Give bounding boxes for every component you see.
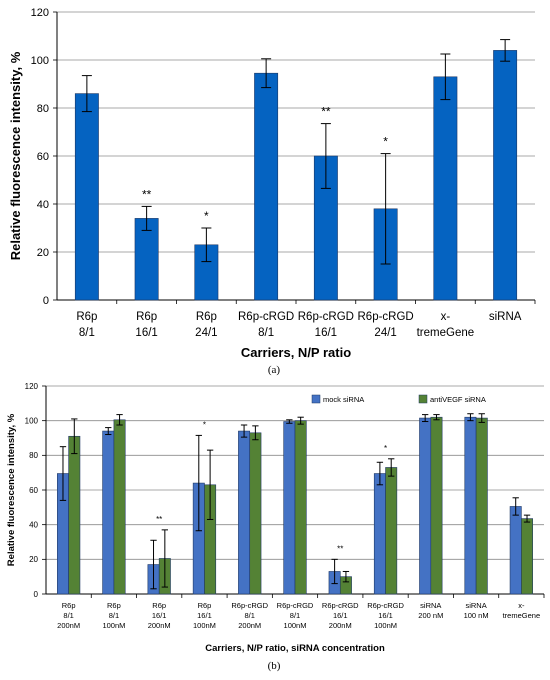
y-tick-label: 20 [37, 247, 49, 259]
bar [419, 417, 432, 595]
x-tick-label: x- [518, 601, 525, 610]
significance-marker: ** [337, 544, 343, 553]
x-tick-label: 24/1 [195, 327, 217, 339]
x-tick-label: R6p [196, 311, 217, 323]
x-tick-label: 100nM [193, 621, 216, 630]
x-tick-label: tremeGene [417, 327, 475, 339]
bar [294, 420, 307, 595]
bar [249, 432, 262, 595]
y-tick-label: 0 [34, 590, 39, 599]
bar [433, 76, 458, 301]
y-tick-label: 100 [31, 55, 49, 67]
bar [238, 430, 251, 595]
x-tick-label: 24/1 [374, 327, 396, 339]
y-tick-label: 80 [37, 103, 49, 115]
y-tick-label: 60 [29, 486, 38, 495]
x-tick-label: 16/1 [152, 611, 167, 620]
bar [464, 416, 477, 595]
bar [475, 417, 488, 595]
bar [373, 473, 386, 595]
significance-marker: ** [142, 187, 152, 201]
legend-swatch [418, 394, 428, 404]
x-tick-label: R6p [107, 601, 121, 610]
x-tick-label: 100nM [374, 621, 397, 630]
y-tick-label: 40 [37, 199, 49, 211]
x-tick-label: R6p-cRGD [298, 311, 354, 323]
x-tick-label: siRNA [420, 601, 441, 610]
bar [521, 518, 533, 595]
significance-marker: * [384, 444, 387, 453]
significance-marker: ** [321, 105, 331, 119]
y-tick-label: 0 [43, 295, 49, 307]
x-tick-label: siRNA [489, 311, 522, 323]
x-tick-label: R6p [198, 601, 212, 610]
x-tick-label: 8/1 [258, 327, 274, 339]
x-tick-label: R6p-cRGD [231, 601, 268, 610]
x-tick-label: x- [441, 311, 451, 323]
x-tick-label: R6p [152, 601, 166, 610]
y-tick-label: 120 [31, 7, 49, 19]
x-tick-label: 8/1 [290, 611, 300, 620]
bar [74, 93, 99, 301]
x-tick-label: R6p [76, 311, 97, 323]
bar [254, 72, 279, 301]
bar [493, 50, 518, 301]
bar [113, 419, 126, 595]
legend-label: mock siRNA [323, 395, 364, 404]
x-tick-label: R6p [62, 601, 76, 610]
x-tick-label: tremeGene [503, 611, 541, 620]
x-tick-label: 16/1 [135, 327, 157, 339]
x-tick-label: R6p-cRGD [322, 601, 359, 610]
x-tick-label: 16/1 [378, 611, 393, 620]
bar [430, 416, 443, 595]
panel-a-chart: 0 20 40 60 80 100 120 R6p 8/1 ** R6p 16/1 * R6p 24/1 R6… [8, 7, 536, 360]
x-tick-label: 200nM [57, 621, 80, 630]
bar [385, 467, 398, 595]
x-tick-label: 16/1 [197, 611, 212, 620]
x-tick-label: 100nM [102, 621, 125, 630]
legend-label: antiVEGF siRNA [430, 395, 486, 404]
y-axis-title: Relative fluorescence intensity, % [6, 413, 17, 566]
y-tick-label: 80 [29, 451, 38, 460]
x-axis-title: Carriers, N/P ratio [241, 345, 351, 360]
x-tick-label: 200nM [329, 621, 352, 630]
significance-marker: * [204, 209, 209, 223]
y-tick-label: 120 [25, 382, 39, 391]
x-tick-label: 8/1 [245, 611, 255, 620]
x-tick-label: 8/1 [79, 327, 95, 339]
bar [283, 421, 296, 595]
x-tick-label: 8/1 [109, 611, 119, 620]
x-tick-label: 8/1 [63, 611, 73, 620]
x-tick-label: 16/1 [315, 327, 337, 339]
x-axis-title: Carriers, N/P ratio, siRNA concentration [205, 643, 385, 654]
x-tick-label: R6p-cRGD [277, 601, 314, 610]
caption-a: (a) [268, 364, 281, 376]
x-tick-label: 200 nM [418, 611, 443, 620]
x-tick-label: 100nM [284, 621, 307, 630]
y-tick-label: 60 [37, 151, 49, 163]
bar [102, 430, 115, 595]
bar [68, 435, 81, 595]
caption-b: (b) [268, 660, 281, 672]
y-axis-title: Relative fluorescence intensity, % [8, 51, 23, 260]
x-tick-label: R6p-cRGD [367, 601, 404, 610]
panel-b-chart: 020406080100120R6p8/1200nMR6p8/1100nM**R… [6, 382, 545, 654]
bar [509, 506, 522, 595]
y-tick-label: 100 [25, 416, 39, 425]
significance-marker: * [383, 135, 388, 149]
y-tick-label: 40 [29, 520, 38, 529]
x-tick-label: 200nM [238, 621, 261, 630]
significance-marker: * [203, 420, 206, 429]
x-tick-label: 16/1 [333, 611, 348, 620]
legend-swatch [311, 394, 321, 404]
x-tick-label: siRNA [465, 601, 486, 610]
significance-marker: ** [156, 515, 162, 524]
x-tick-label: 100 nM [464, 611, 489, 620]
x-tick-label: R6p [136, 311, 157, 323]
x-tick-label: R6p-cRGD [238, 311, 294, 323]
x-tick-label: R6p-cRGD [358, 311, 414, 323]
y-tick-label: 20 [29, 555, 38, 564]
x-tick-label: 200nM [148, 621, 171, 630]
